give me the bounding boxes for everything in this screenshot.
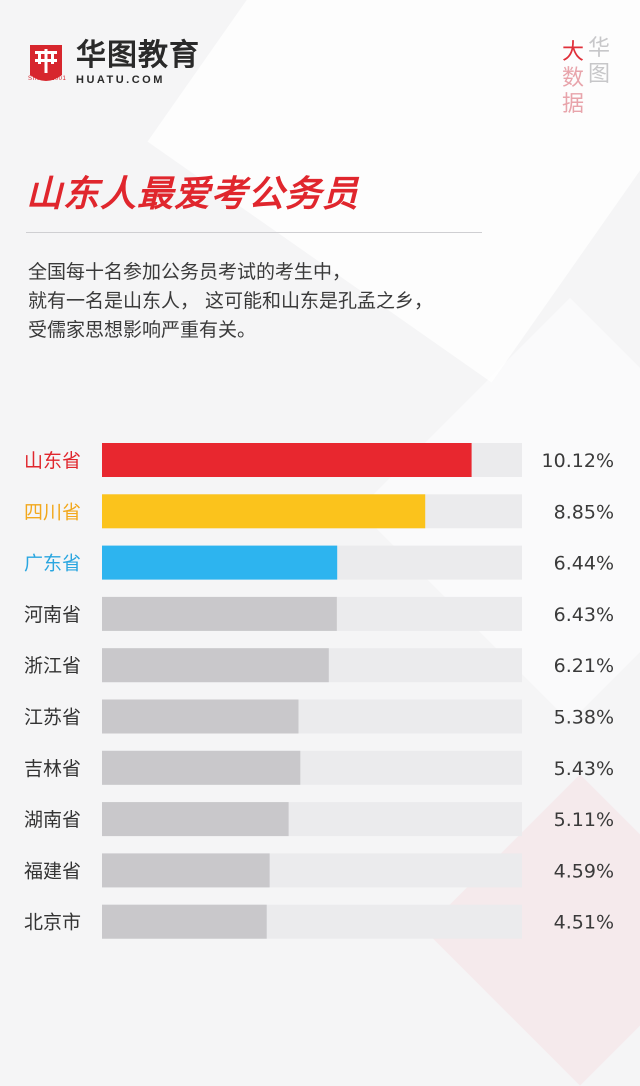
value-label: 4.51% bbox=[554, 912, 614, 934]
intro-text: 全国每十名参加公务员考试的考生中， 就有一名是山东人， 这可能和山东是孔孟之乡，… bbox=[28, 258, 588, 345]
value-label: 8.85% bbox=[554, 501, 614, 523]
value-label: 10.12% bbox=[542, 450, 614, 472]
value-label: 6.44% bbox=[554, 553, 614, 575]
bar bbox=[102, 750, 301, 785]
logo-url: HUATU.COM bbox=[76, 73, 165, 86]
intro-line: 受儒家思想影响严重有关。 bbox=[28, 319, 257, 341]
badge-char: 华 bbox=[588, 36, 611, 61]
logo-since: SINCE 2001 bbox=[28, 76, 67, 82]
value-label: 5.43% bbox=[554, 758, 614, 780]
province-bar-chart: 山东省 10.12% 四川省 8.85% 广东省 6.44% 河南省 6.43% 浙江省 6.21… bbox=[24, 443, 614, 939]
bar bbox=[102, 545, 338, 580]
big-data-badge: 大 华 数 图 据 bbox=[560, 38, 616, 118]
title-divider bbox=[26, 232, 482, 233]
bar bbox=[102, 699, 299, 734]
huatu-logo: 华图教育 HUATU.COM bbox=[26, 38, 200, 88]
bar bbox=[102, 596, 337, 631]
category-label: 北京市 bbox=[24, 912, 81, 934]
category-label: 江苏省 bbox=[24, 707, 81, 729]
category-label: 福建省 bbox=[24, 860, 81, 882]
value-label: 6.43% bbox=[554, 604, 614, 626]
category-label: 广东省 bbox=[24, 553, 81, 575]
value-label: 5.38% bbox=[554, 707, 614, 729]
badge-char: 图 bbox=[588, 62, 611, 87]
category-label: 四川省 bbox=[24, 501, 81, 523]
bar bbox=[102, 443, 472, 477]
badge-char: 大 bbox=[562, 40, 585, 65]
badge-char: 据 bbox=[562, 92, 585, 117]
logo-name: 华图教育 bbox=[76, 37, 200, 73]
category-label: 浙江省 bbox=[24, 655, 81, 677]
value-label: 5.11% bbox=[554, 809, 614, 831]
bar bbox=[102, 648, 329, 683]
page-title: 山东人最爱考公务员 bbox=[26, 174, 360, 215]
category-label: 河南省 bbox=[24, 604, 81, 626]
value-label: 4.59% bbox=[554, 860, 614, 882]
category-label: 吉林省 bbox=[24, 758, 81, 780]
huatu-logo-icon bbox=[26, 41, 66, 85]
intro-line: 就有一名是山东人， 这可能和山东是孔孟之乡， bbox=[28, 290, 434, 312]
badge-char: 数 bbox=[562, 66, 585, 91]
bar bbox=[102, 853, 270, 888]
bar bbox=[102, 494, 426, 529]
bar bbox=[102, 904, 267, 939]
bar bbox=[102, 802, 289, 837]
category-label: 山东省 bbox=[24, 450, 81, 472]
value-label: 6.21% bbox=[554, 655, 614, 677]
intro-line: 全国每十名参加公务员考试的考生中， bbox=[28, 261, 352, 283]
category-label: 湖南省 bbox=[24, 809, 81, 831]
